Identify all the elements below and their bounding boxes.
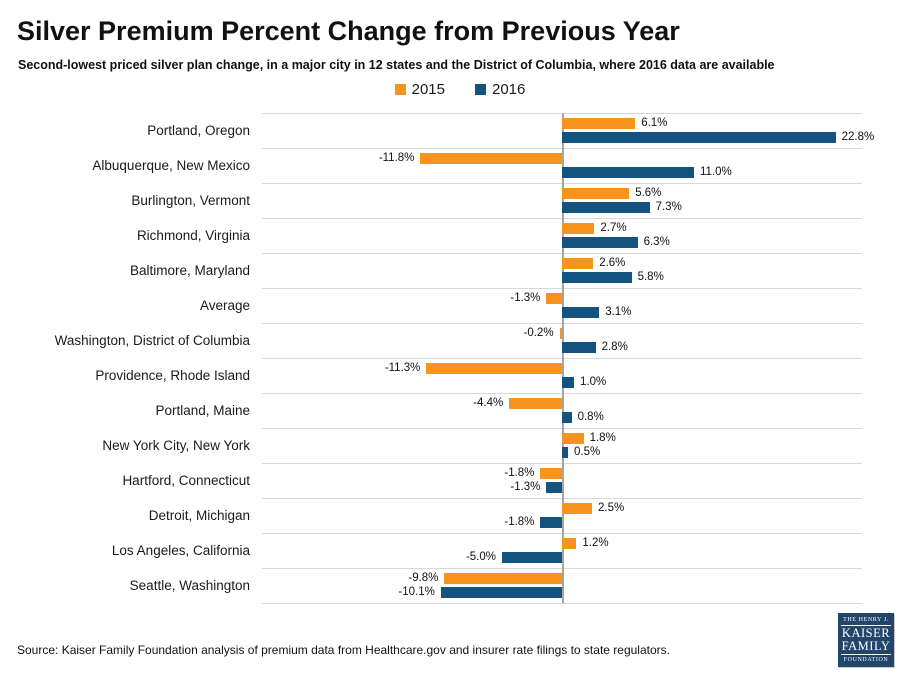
zero-axis-line (562, 113, 564, 603)
bar-value-label: 2.7% (600, 222, 627, 234)
bar-value-label: 1.2% (582, 537, 609, 549)
category-label: Portland, Oregon (147, 123, 250, 138)
bar-value-label: -9.8% (408, 572, 439, 584)
category-label: Seattle, Washington (129, 578, 250, 593)
bar-2016 (562, 412, 572, 423)
bar-value-label: 6.3% (643, 236, 670, 248)
chart-subtitle: Second-lowest priced silver plan change,… (18, 58, 775, 72)
bar-2016 (540, 517, 562, 528)
bar-2016 (546, 482, 562, 493)
bar-2016 (562, 377, 574, 388)
bar-value-label: -1.8% (504, 516, 535, 528)
category-label: Washington, District of Columbia (54, 333, 250, 348)
source-note: Source: Kaiser Family Foundation analysi… (17, 643, 670, 657)
category-label: Baltimore, Maryland (129, 263, 250, 278)
category-label: Los Angeles, California (111, 543, 250, 558)
bar-value-label: -0.2% (523, 327, 554, 339)
category-label: Richmond, Virginia (136, 228, 250, 243)
logo-text-the-henry-j: THE HENRY J. (841, 617, 891, 626)
legend-swatch-2015 (394, 84, 406, 95)
bar-value-label: -11.8% (378, 152, 415, 164)
bar-2016 (562, 447, 568, 458)
bar-2016 (502, 552, 562, 563)
bar-2015 (420, 153, 562, 164)
bar-2015 (562, 538, 577, 549)
category-label: Detroit, Michigan (148, 508, 250, 523)
bar-value-label: -11.3% (384, 362, 421, 374)
bar-value-label: 2.6% (599, 257, 626, 269)
bar-2016 (440, 587, 562, 598)
bar-2015 (562, 258, 594, 269)
chart-legend: 2015 2016 (0, 81, 900, 98)
bar-2016 (562, 202, 650, 213)
bar-2016 (562, 307, 600, 318)
bar-2015 (426, 363, 562, 374)
bar-value-label: -1.3% (510, 481, 541, 493)
legend-item-2015: 2015 (394, 81, 445, 98)
bar-value-label: 1.8% (589, 432, 616, 444)
bar-value-label: 1.0% (580, 376, 607, 388)
bar-value-label: 0.5% (574, 446, 601, 458)
bar-value-label: -5.0% (465, 551, 496, 563)
bar-value-label: 0.8% (577, 411, 604, 423)
legend-swatch-2016 (475, 84, 486, 95)
category-label: Hartford, Connecticut (122, 473, 250, 488)
page-title: Silver Premium Percent Change from Previ… (17, 16, 680, 46)
legend-label: 2015 (411, 81, 445, 98)
bar-2015 (562, 433, 584, 444)
bar-value-label: 7.3% (655, 201, 682, 213)
bar-2015 (444, 573, 562, 584)
category-label: Albuquerque, New Mexico (92, 158, 250, 173)
category-label: Providence, Rhode Island (95, 368, 250, 383)
bar-value-label: 11.0% (700, 166, 732, 178)
bar-value-label: -10.1% (398, 586, 435, 598)
bar-value-label: 6.1% (641, 117, 668, 129)
bar-2016 (562, 272, 632, 283)
category-label: Burlington, Vermont (131, 193, 250, 208)
logo-text-family: FAMILY (841, 639, 891, 655)
bar-value-label: 5.6% (635, 187, 662, 199)
bar-value-label: -4.4% (473, 397, 504, 409)
bar-2015 (562, 503, 592, 514)
bar-2016 (562, 342, 596, 353)
bar-2015 (562, 223, 595, 234)
category-label: Average (199, 298, 250, 313)
legend-label: 2016 (492, 81, 526, 98)
bar-2015 (540, 468, 562, 479)
category-label: Portland, Maine (155, 403, 250, 418)
bar-2015 (509, 398, 562, 409)
bar-2015 (562, 188, 630, 199)
logo-text-foundation: FOUNDATION (843, 656, 889, 663)
grid-line (262, 603, 862, 604)
category-label: New York City, New York (102, 438, 250, 453)
bar-2016 (562, 237, 638, 248)
bar-2015 (546, 293, 562, 304)
logo-text-kaiser: KAISER (841, 625, 891, 640)
bar-value-label: 2.5% (598, 502, 625, 514)
bar-2016 (562, 132, 836, 143)
bar-value-label: -1.3% (510, 292, 541, 304)
bar-value-label: 5.8% (637, 271, 664, 283)
bar-2016 (562, 167, 694, 178)
bar-value-label: 22.8% (841, 131, 875, 143)
bar-2015 (559, 328, 562, 339)
bar-2015 (562, 118, 636, 129)
bar-value-label: 2.8% (601, 341, 628, 353)
bar-value-label: -1.8% (504, 467, 535, 479)
legend-item-2016: 2016 (475, 81, 525, 98)
kff-logo: THE HENRY J. KAISER FAMILY FOUNDATION (838, 613, 894, 667)
bar-value-label: 3.1% (605, 306, 632, 318)
